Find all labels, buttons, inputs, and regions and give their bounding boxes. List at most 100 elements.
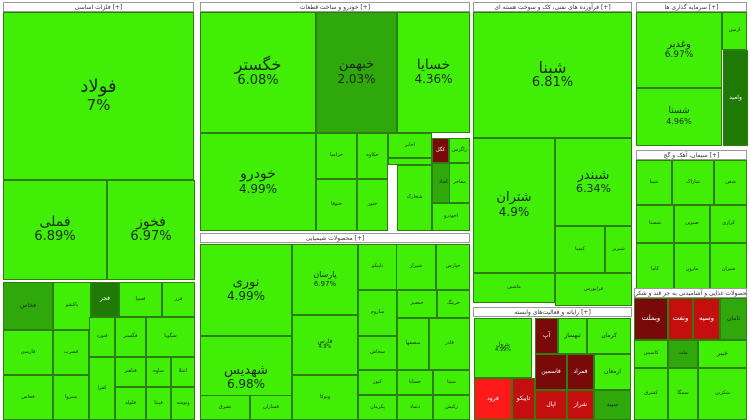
treemap-tile[interactable]: خساپا — [397, 370, 433, 395]
treemap-tile[interactable]: ملت — [668, 340, 698, 368]
treemap-tile[interactable]: شفن — [714, 160, 747, 205]
treemap-tile[interactable]: کاما — [636, 243, 674, 296]
treemap-tile[interactable]: فخوز 6.97% — [107, 180, 195, 280]
sector-header[interactable]: سیمان، آهک و گچ [+] — [636, 150, 747, 160]
treemap-tile[interactable]: اخابر — [388, 133, 432, 158]
treemap-tile[interactable]: شیراز — [396, 244, 436, 290]
treemap-tile[interactable]: زاگرس — [449, 138, 470, 163]
treemap-tile[interactable]: خرینگ — [437, 290, 470, 318]
treemap-tile[interactable]: وتوکا — [292, 375, 358, 420]
sector-header[interactable]: سرمایه گذاری ها [+] — [636, 2, 747, 12]
treemap-tile[interactable]: خزامیا — [316, 133, 357, 179]
treemap-tile[interactable]: فارسی — [3, 330, 53, 375]
treemap-tile[interactable]: سخاش — [358, 336, 397, 370]
treemap-tile[interactable]: رکیش — [433, 395, 470, 420]
sector-header[interactable]: فرآورده های نفتی، کک و سوخت هسته ای [+] — [473, 2, 632, 12]
treemap-tile[interactable]: خکاوه — [357, 133, 388, 179]
treemap-tile[interactable]: ثشرق — [200, 395, 250, 420]
treemap-tile[interactable]: شبندر 6.34% — [555, 138, 632, 226]
treemap-tile[interactable]: فباهنر — [115, 357, 146, 387]
treemap-tile[interactable]: شگویا — [146, 317, 195, 357]
treemap-tile[interactable]: کگل — [432, 138, 449, 163]
treemap-tile[interactable]: سیتا — [433, 370, 470, 395]
treemap-tile[interactable]: پارسان 6.97% — [292, 244, 358, 315]
treemap-tile[interactable]: اعتلا — [171, 357, 195, 387]
treemap-tile[interactable] — [388, 158, 432, 165]
treemap-tile[interactable]: آپ — [535, 318, 558, 354]
treemap-tile[interactable]: فگستر — [115, 317, 146, 357]
treemap-tile[interactable]: سبزوا — [53, 375, 89, 420]
treemap-tile[interactable]: شخارک — [397, 165, 432, 231]
treemap-tile[interactable]: وبملت — [634, 298, 668, 340]
treemap-tile[interactable]: اپال — [535, 390, 567, 420]
treemap-tile[interactable]: فنورد — [89, 317, 115, 357]
treemap-tile[interactable]: فرابورس — [555, 273, 632, 306]
treemap-tile[interactable]: پاکشو — [53, 282, 91, 330]
treemap-tile[interactable]: شستا — [636, 205, 674, 243]
treemap-tile[interactable]: وتوشه — [171, 387, 195, 420]
treemap-tile[interactable]: فمراد — [567, 354, 594, 390]
treemap-tile[interactable]: پکرمان — [358, 395, 397, 420]
treemap-tile[interactable]: فسپا — [119, 282, 162, 317]
treemap-tile[interactable]: فزر — [162, 282, 195, 317]
treemap-tile[interactable]: فملی 6.89% — [3, 180, 107, 280]
sector-header[interactable]: خودرو و ساخت قطعات [+] — [200, 2, 470, 12]
treemap-tile[interactable]: فاسمین — [535, 354, 567, 390]
treemap-tile[interactable]: کرمان — [587, 318, 631, 354]
treemap-tile[interactable]: فسازان — [250, 395, 292, 420]
treemap-tile[interactable]: تاپیکو — [358, 244, 397, 290]
treemap-tile[interactable]: اخودرو — [432, 203, 470, 231]
treemap-tile[interactable]: شاراک — [672, 160, 714, 205]
treemap-tile[interactable]: خپارس — [436, 244, 470, 290]
treemap-tile[interactable]: فجر — [91, 282, 119, 317]
treemap-tile[interactable]: کاسپین — [634, 340, 668, 368]
treemap-tile[interactable]: ونفت — [668, 298, 693, 340]
treemap-tile[interactable]: فخاس — [3, 375, 53, 420]
treemap-tile[interactable]: تاپیکو — [512, 378, 535, 420]
sector-header[interactable]: محصولات غذایی و آشامیدنی به جز قند و شکر… — [634, 288, 747, 298]
treemap-tile[interactable]: خگستر 6.08% — [200, 12, 316, 133]
treemap-tile[interactable]: سصفها — [397, 318, 429, 370]
treemap-tile[interactable]: کشرق — [634, 368, 668, 420]
treemap-tile[interactable]: پترول 4.99% — [474, 318, 532, 378]
treemap-tile[interactable]: سپید — [594, 390, 631, 420]
treemap-tile[interactable]: ختوقا — [316, 179, 357, 231]
treemap-tile[interactable]: وسپه — [693, 298, 720, 340]
treemap-tile[interactable]: فولاد 7% — [3, 12, 194, 180]
treemap-tile[interactable]: کرازی — [710, 205, 747, 243]
treemap-tile[interactable]: فخاس — [3, 282, 53, 330]
treemap-tile[interactable]: ساوه — [146, 357, 171, 387]
treemap-tile[interactable]: ثبهساز — [558, 318, 587, 354]
treemap-tile[interactable]: کنور — [358, 370, 397, 395]
treemap-tile[interactable]: خودرو 4.99% — [200, 133, 316, 231]
treemap-tile[interactable]: وغدیر 6.97% — [636, 12, 722, 88]
treemap-tile[interactable]: خبهمن 2.03% — [316, 12, 397, 133]
treemap-tile[interactable]: کیمیا — [555, 226, 605, 273]
treemap-tile[interactable]: سمگا — [668, 368, 698, 420]
treemap-tile[interactable]: نوری 4.99% — [200, 244, 292, 336]
treemap-tile[interactable]: صنوین — [674, 205, 710, 243]
treemap-tile[interactable]: خیبر — [698, 340, 747, 368]
treemap-tile[interactable]: شبنا 6.81% — [473, 12, 632, 138]
treemap-tile[interactable]: مفاخر — [449, 163, 470, 203]
treemap-tile[interactable]: دتماد — [397, 395, 433, 420]
treemap-tile[interactable]: ازمین — [722, 12, 747, 50]
treemap-tile[interactable]: ماشین — [473, 273, 555, 303]
treemap-tile[interactable]: فارس 4.9% — [292, 315, 358, 375]
treemap-tile[interactable]: فرود — [474, 378, 512, 420]
treemap-tile[interactable]: ساروم — [358, 290, 397, 336]
treemap-tile[interactable]: فسرب — [53, 330, 89, 375]
treemap-tile[interactable]: ارمغان — [594, 354, 631, 390]
treemap-tile[interactable]: فلوله — [115, 387, 146, 420]
treemap-tile[interactable]: خنصیر — [397, 290, 437, 318]
sector-header[interactable]: رایانه و فعالیت‌های وابسته [+] — [473, 307, 632, 317]
treemap-tile[interactable]: ختور — [357, 179, 388, 231]
treemap-tile[interactable]: شکربن — [698, 368, 747, 420]
treemap-tile[interactable]: خسایا 4.36% — [397, 12, 470, 133]
treemap-tile[interactable]: ثامان — [720, 298, 747, 340]
treemap-tile[interactable]: فاذر — [429, 318, 470, 370]
treemap-tile[interactable]: وامید — [723, 50, 748, 146]
treemap-tile[interactable]: شپنا — [636, 160, 672, 205]
treemap-tile[interactable]: شراز — [567, 390, 594, 420]
sector-header[interactable]: فلزات اساسی [+] — [3, 2, 194, 12]
